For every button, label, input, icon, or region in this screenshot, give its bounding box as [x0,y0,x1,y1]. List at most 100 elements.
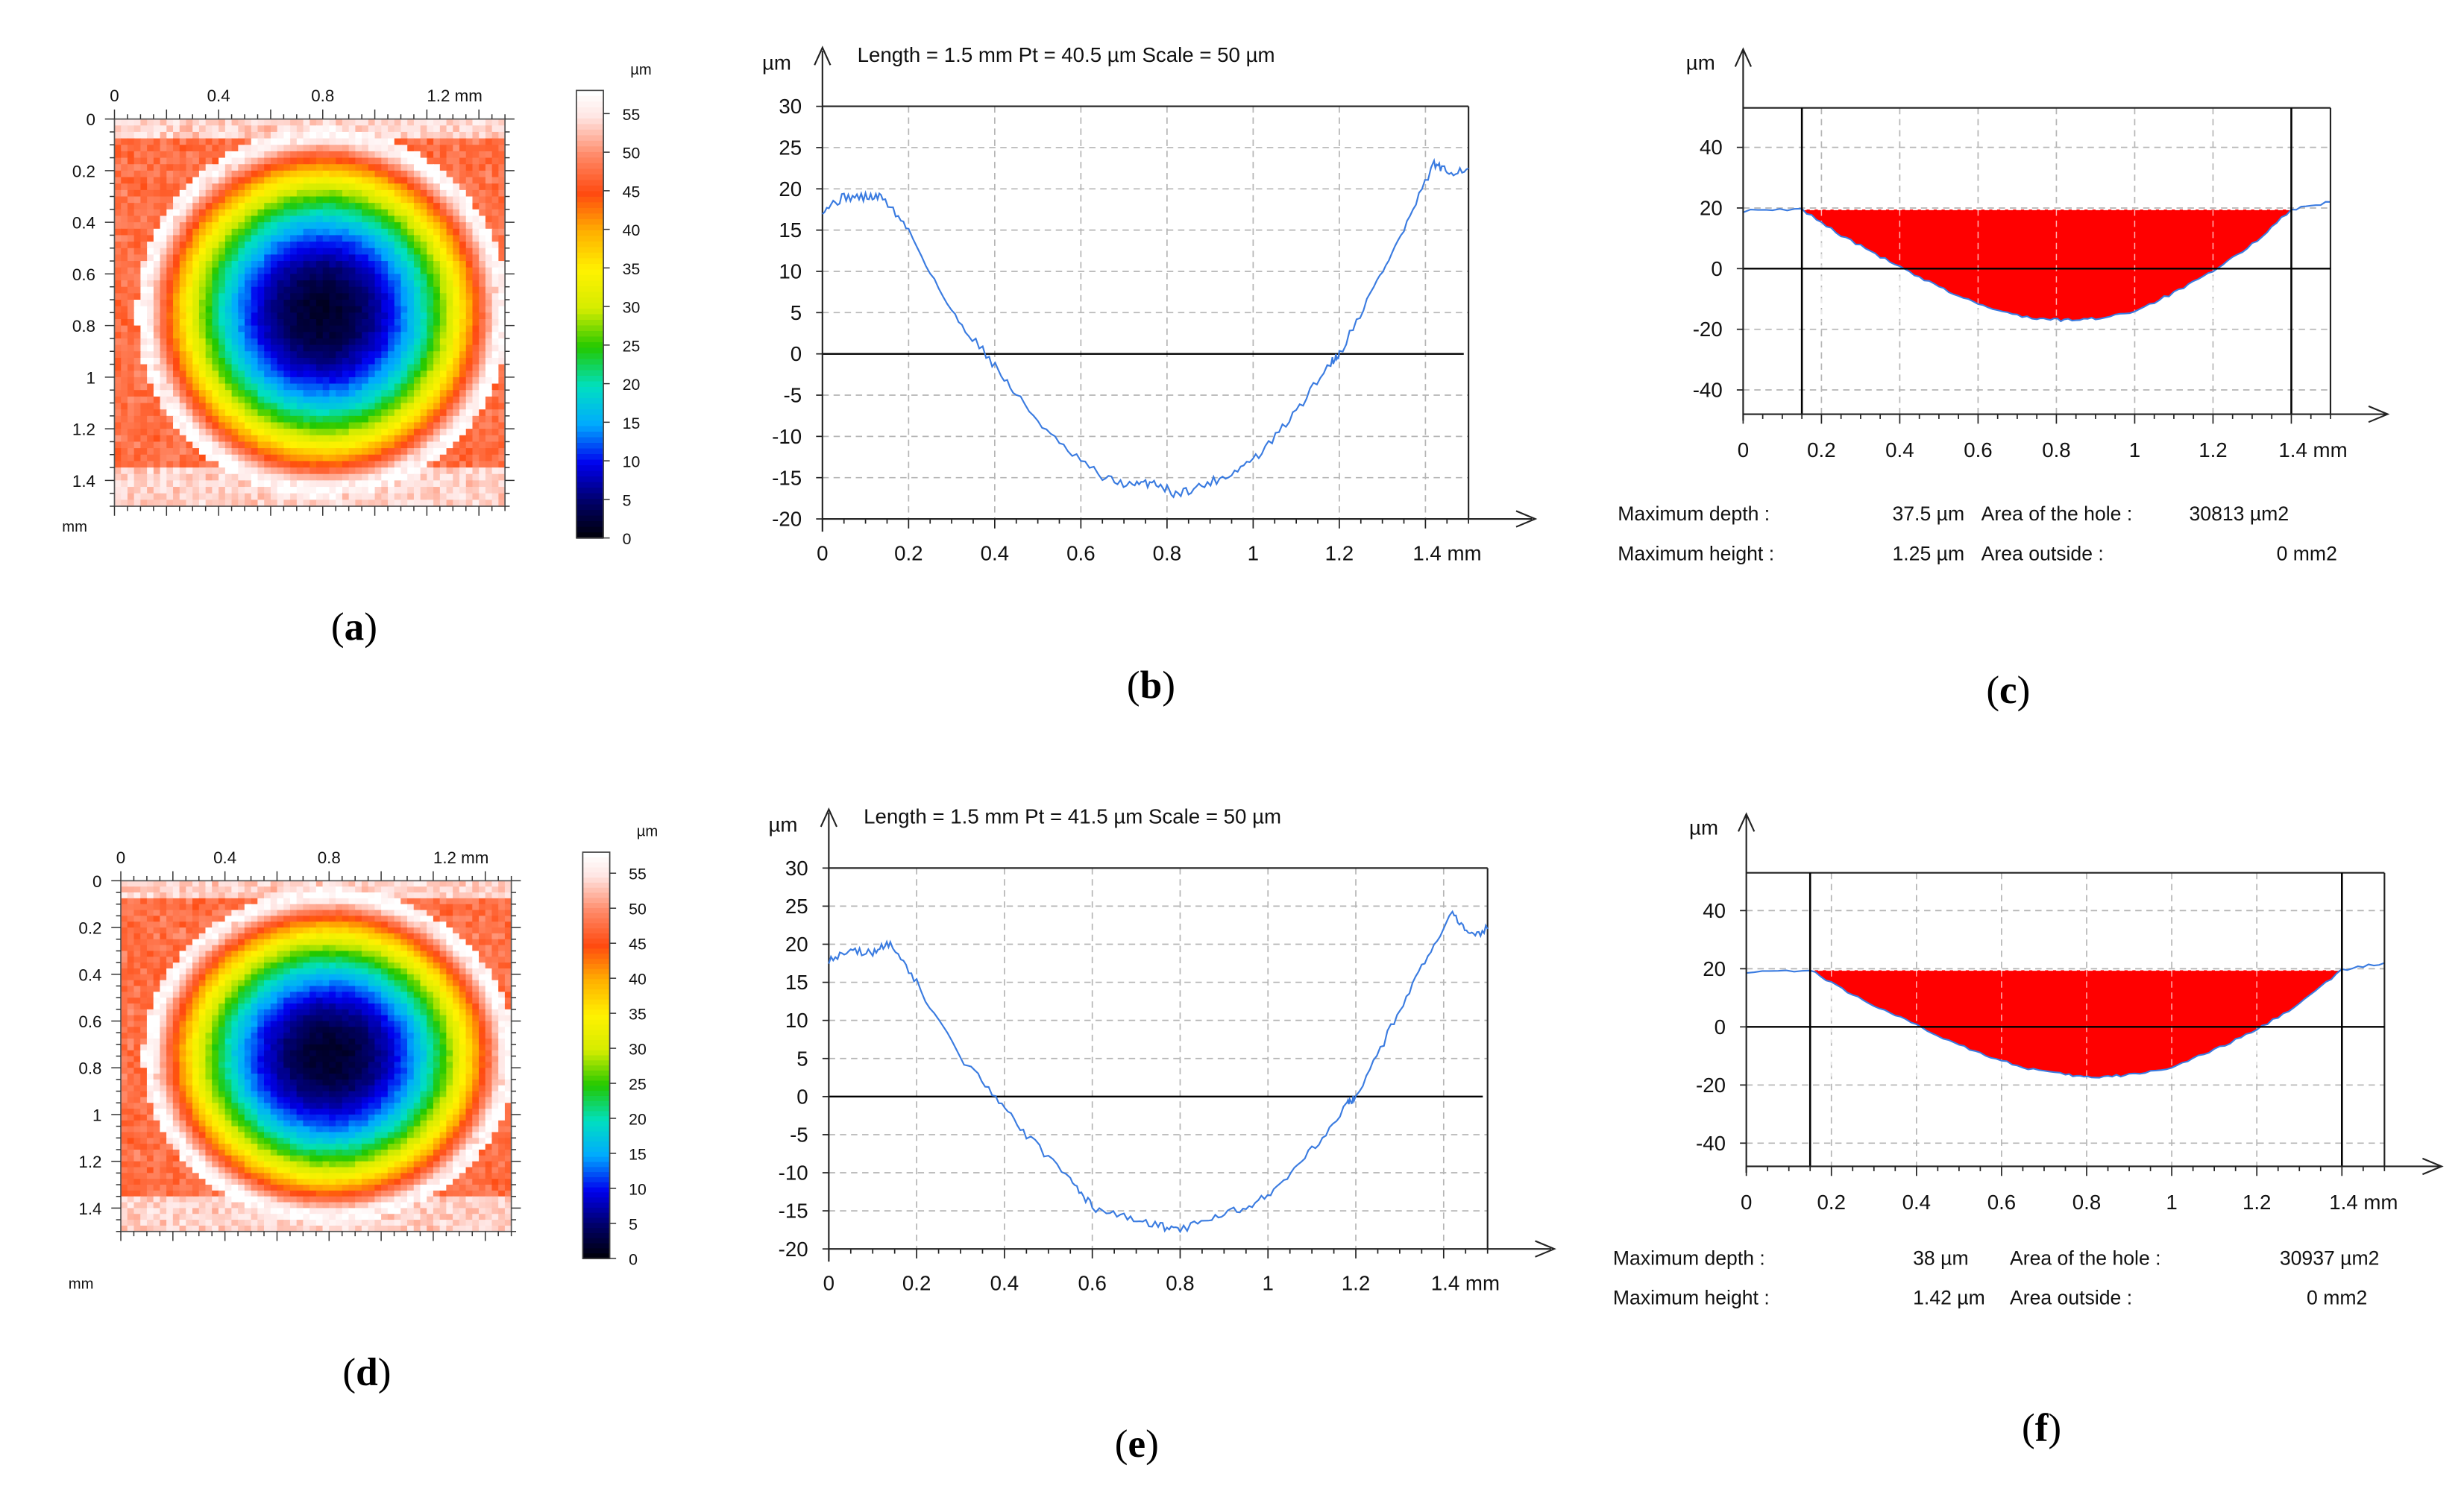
heatmap-cell [413,962,421,969]
heatmap-cell [166,467,174,475]
heatmap-cell [465,500,474,507]
heatmap-cell [439,170,447,178]
heatmap-cell [361,892,369,899]
heatmap-cell [173,332,180,339]
heatmap-cell [127,170,135,178]
heatmap-cell [329,189,337,198]
heatmap-cell [114,344,122,353]
heatmap-cell [133,390,142,397]
heatmap-cell [465,189,474,198]
heatmap-cell [322,248,330,256]
heatmap-cell [388,500,395,507]
heatmap-cell [303,338,311,346]
heatmap-cell [465,454,474,462]
heatmap-cell [427,448,434,456]
heatmap-cell [413,396,421,404]
heatmap-cell [479,957,486,963]
heatmap-cell [316,274,324,281]
heatmap-cell [362,415,369,423]
heatmap-cell [140,196,148,204]
heatmap-cell [270,939,278,946]
heatmap-cell [446,383,454,391]
heatmap-cell [485,196,493,204]
heatmap-cell [361,904,369,911]
heatmap-cell [192,364,200,372]
heatmap-cell [472,183,480,191]
heatmap-cell [485,145,493,152]
heatmap-cell [205,454,213,462]
heatmap-cell [498,886,506,893]
heatmap-cell [479,390,486,397]
heatmap-cell [219,409,226,417]
heatmap-cell [439,364,447,372]
heatmap-cell [192,267,200,275]
heatmap-cell [290,473,298,482]
heatmap-cell [498,164,506,171]
heatmap-cell [336,170,343,178]
heatmap-cell [322,916,330,923]
heatmap-cell [427,371,434,378]
heatmap-cell [465,215,474,223]
heatmap-cell [374,939,382,946]
heatmap-cell [348,332,356,339]
heatmap-cell [277,910,285,917]
heatmap-cell [381,383,389,391]
heatmap-cell [498,222,506,230]
heatmap-cell [277,916,285,923]
heatmap-cell [283,371,291,378]
heatmap-cell [374,376,383,385]
heatmap-cell [433,371,441,378]
heatmap-cell [257,933,265,940]
colorbar-segment [576,151,604,159]
heatmap-cell [114,131,122,139]
heatmap-cell [427,357,434,365]
heatmap-cell [160,131,168,139]
heatmap-cell [446,242,454,249]
heatmap-cell [400,904,408,911]
heatmap-cell [485,274,493,281]
heatmap-cell [322,131,330,139]
heatmap-cell [179,364,187,372]
heatmap-cell [309,880,317,888]
heatmap-cell [368,415,376,423]
heatmap-cell [485,904,493,911]
heatmap-cell [140,933,148,940]
heatmap-cell [173,500,180,507]
heatmap-cell [219,306,226,314]
heatmap-cell [368,910,376,917]
heatmap-cell [140,371,148,378]
heatmap-cell [420,306,428,314]
heatmap-cell [264,910,271,917]
heatmap-cell [381,357,389,365]
heatmap-cell [127,125,135,133]
heatmap-cell [374,145,383,152]
colorbar-segment [576,191,604,198]
heatmap-cell [362,138,369,146]
heatmap-cell [362,157,369,166]
heatmap-cell [290,487,298,494]
heatmap-cell [394,422,402,429]
heatmap-cell [198,435,207,443]
heatmap-cell [160,383,168,391]
heatmap-cell [453,274,460,281]
heatmap-cell [173,351,180,359]
heatmap-cell [127,461,135,468]
heatmap-cell [140,177,148,185]
heatmap-cell [479,209,486,217]
heatmap-cell [205,189,213,198]
heatmap-cell [140,968,148,975]
heatmap-cell [257,215,265,223]
heatmap-cell [329,164,337,171]
heatmap-cell [140,927,148,934]
heatmap-cell [498,203,506,210]
heatmap-cell [257,267,265,275]
heatmap-cell [322,396,330,404]
heatmap-cell [264,968,271,975]
heatmap-cell [381,280,389,288]
heatmap-cell [394,293,402,300]
heatmap-cell [296,500,304,507]
heatmap-cell [114,203,122,210]
heatmap-cell [491,390,500,397]
heatmap-cell [179,119,187,127]
heatmap-cell [153,177,161,185]
